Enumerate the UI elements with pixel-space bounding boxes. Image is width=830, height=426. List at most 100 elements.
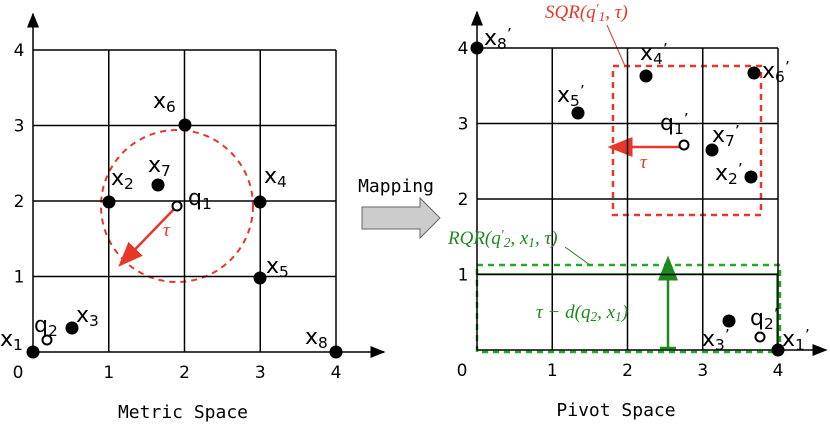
x-tick-label: 0 [13, 363, 24, 383]
x-tick-label: 4 [331, 363, 342, 383]
point [102, 195, 116, 209]
label-part: SQR(q [545, 2, 596, 23]
tau-label: τ [640, 152, 648, 173]
point-label: x7 [148, 153, 171, 180]
label-part: 3 [715, 336, 725, 354]
label-part: x [712, 123, 725, 148]
label-part: ’ [684, 110, 689, 128]
label-part: x [715, 161, 728, 186]
mapping-label: Mapping [358, 176, 434, 197]
radius-arrow [118, 205, 178, 267]
label-part: x [153, 89, 166, 114]
label-part: x [702, 327, 715, 352]
point-label: x4 [264, 164, 287, 191]
point [41, 334, 53, 346]
y-tick-label: 1 [458, 266, 469, 286]
point [771, 343, 785, 357]
label-part: 7 [725, 132, 735, 150]
label-part: q [750, 306, 764, 331]
point [744, 170, 758, 184]
point [151, 178, 165, 192]
label-part: q [188, 186, 202, 211]
label-part: τ − d(q [536, 302, 591, 323]
y-tick-label: 2 [14, 192, 25, 212]
label-part: 5 [279, 263, 289, 281]
label-part: x [0, 327, 13, 352]
point-label: x2 [111, 166, 134, 193]
label-part: x [640, 41, 653, 66]
tau-label: τ [163, 220, 171, 241]
query-range [100, 129, 254, 283]
point-label: x1’ [782, 326, 810, 354]
label-part: x [264, 164, 277, 189]
label-part: x [557, 83, 570, 108]
point [171, 200, 183, 212]
label-part: ’ [805, 326, 810, 344]
point [571, 106, 585, 120]
point-label: q1 [188, 186, 212, 213]
label-part: x [148, 153, 161, 178]
label-part: x [266, 254, 279, 279]
label-part: 2 [504, 235, 511, 250]
point [747, 66, 761, 80]
mapping-arrow [361, 196, 441, 240]
label-part: 8 [497, 35, 507, 53]
point-label: x3’ [702, 326, 730, 354]
label-part: x [305, 325, 318, 350]
label-part: ’ [507, 25, 512, 43]
label-part: 1 [795, 336, 805, 354]
label-part: ’ [580, 82, 585, 100]
point-label: x6 [153, 89, 176, 116]
label-part: 8 [318, 334, 328, 352]
x-tick-label: 1 [103, 363, 114, 383]
label-part: 2 [48, 322, 58, 340]
point-label: q2’ [750, 305, 779, 333]
point [705, 143, 719, 157]
label-part: ’ [735, 122, 740, 140]
point [178, 118, 192, 132]
rqr-box [475, 263, 782, 354]
y-tick-label: 1 [14, 268, 25, 288]
point [65, 321, 79, 335]
point [253, 195, 267, 209]
sqr-pointer [606, 24, 626, 67]
label-part: 6 [775, 68, 785, 86]
label-part: 6 [166, 98, 176, 116]
x-tick-label: 1 [547, 361, 558, 381]
label-part: x [782, 327, 795, 352]
point-label: x8 [305, 325, 328, 352]
point-label: x4’ [640, 40, 668, 68]
label-part: , x [510, 228, 529, 249]
rqr-pointer [564, 246, 591, 266]
label-part: ) [621, 302, 628, 323]
point [329, 345, 343, 359]
label-part: 1 [615, 309, 622, 324]
y-tick-label: 3 [14, 117, 25, 137]
x-tick-label: 2 [622, 361, 633, 381]
label-part: q [660, 111, 674, 136]
point-label: x1 [0, 327, 23, 354]
y-tick-label: 2 [458, 190, 469, 210]
caption: Metric Space [118, 402, 248, 423]
label-part: , x [597, 302, 616, 323]
y-tick-label: 3 [458, 115, 469, 135]
label-part: x [111, 166, 124, 191]
point [754, 331, 766, 343]
point-label: x5’ [557, 82, 585, 110]
point [253, 271, 267, 285]
label-part: 2 [728, 170, 738, 188]
label-part: ’ [774, 305, 779, 323]
point-label: q1’ [660, 110, 689, 138]
point [470, 41, 484, 55]
label-part: 1 [599, 9, 606, 24]
point [722, 314, 736, 328]
label-part: ’ [725, 326, 730, 344]
y-tick-label: 4 [458, 39, 469, 59]
label-part: 4 [277, 173, 287, 191]
label-part: 1 [202, 195, 212, 213]
point-label: x8’ [484, 25, 512, 53]
label-part: 1 [528, 235, 535, 250]
label-part: 4 [653, 50, 663, 68]
label-part: 2 [764, 315, 774, 333]
